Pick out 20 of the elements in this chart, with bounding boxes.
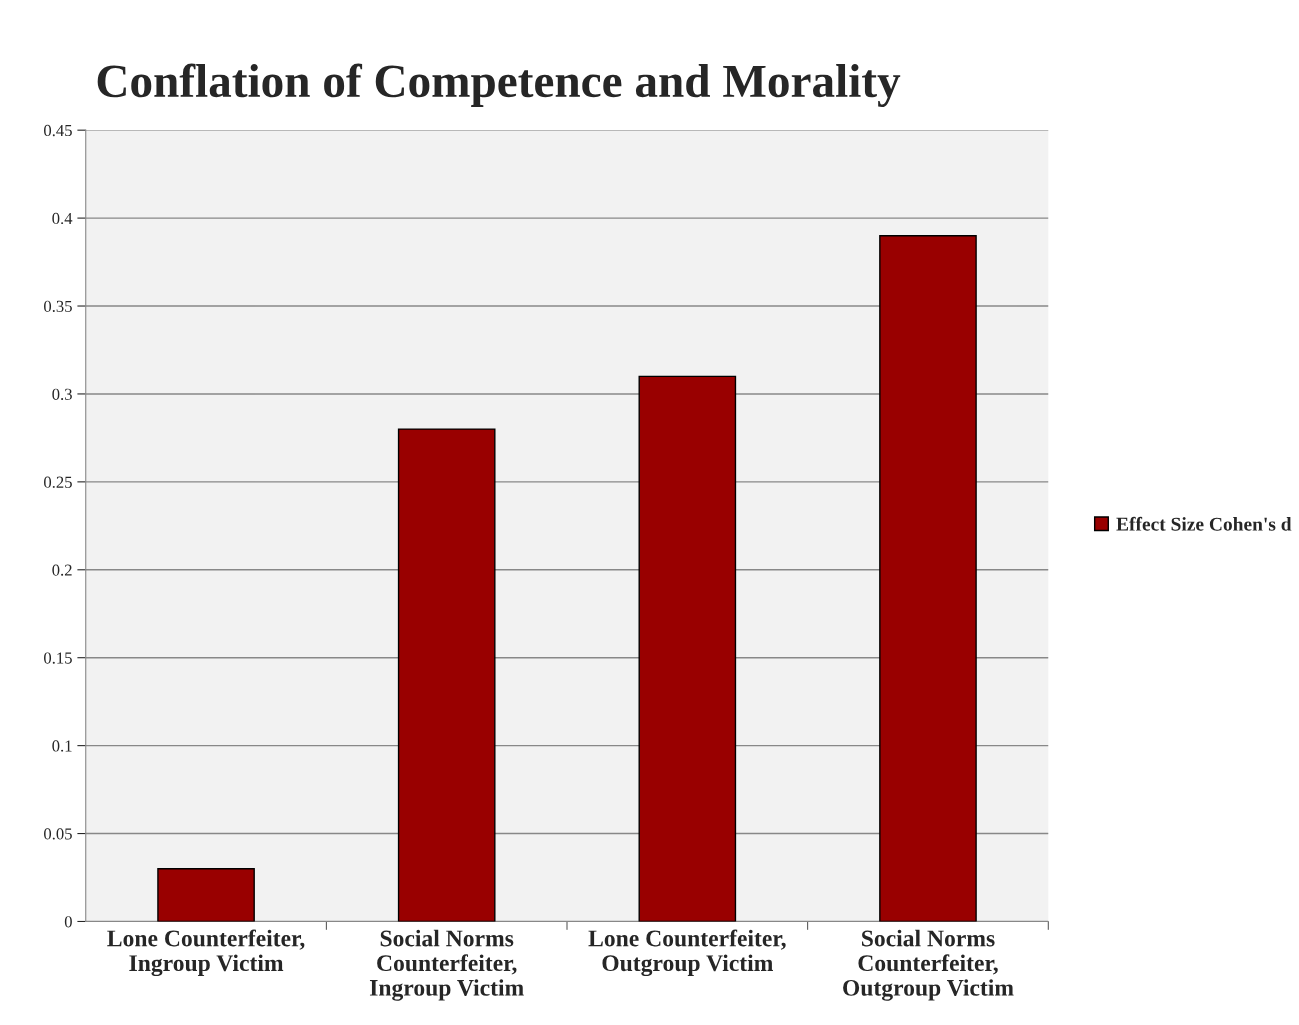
bar: [638, 375, 737, 922]
y-tick-label: 0: [64, 916, 72, 928]
bar: [397, 428, 496, 922]
x-tick-label: Social Norms Counterfeiter, Ingroup Victim: [369, 929, 524, 1001]
y-tick-label: 0.35: [44, 300, 72, 313]
x-tick-label: Lone Counterfeiter, Ingroup Victim: [107, 929, 305, 977]
y-tick-label: 0.45: [44, 124, 72, 137]
y-tick-label: 0.1: [52, 740, 72, 752]
y-tick-label: 0.25: [44, 476, 72, 488]
chart-title: Conflation of Competence and Morality: [97, 63, 901, 108]
y-tick-label: 0.4: [52, 212, 73, 225]
y-tick-label: 0.3: [52, 388, 72, 400]
x-tick-label: Social Norms Counterfeiter, Outgroup Victim: [843, 929, 1014, 1001]
y-tick-label: 0.2: [52, 564, 72, 576]
y-tick-label: 0.05: [44, 828, 72, 840]
bar: [157, 868, 255, 922]
x-tick-label: Lone Counterfeiter, Outgroup Victim: [588, 929, 786, 977]
bar: [879, 234, 977, 922]
y-tick-label: 0.15: [44, 652, 72, 664]
legend-label: Effect Size Cohen's d: [1116, 516, 1292, 531]
